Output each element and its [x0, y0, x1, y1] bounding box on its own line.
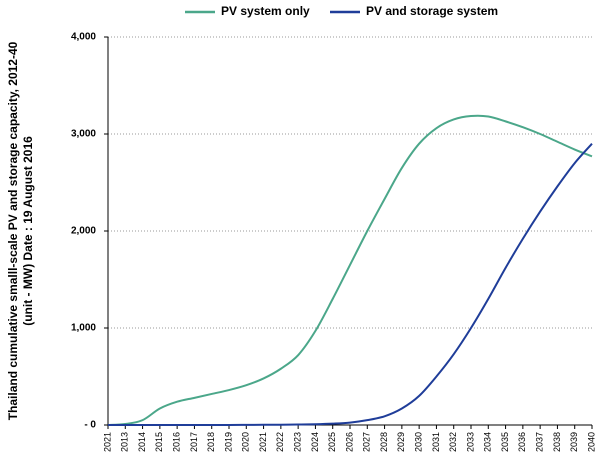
x-tick-label: 2033 [465, 432, 475, 452]
series-line [107, 143, 593, 427]
legend-label: PV system only [221, 4, 310, 18]
x-tick-label: 2016 [172, 432, 182, 452]
x-tick-label: 2030 [414, 432, 424, 452]
x-tick-label: 2021 [258, 432, 268, 452]
y-tick-label: 3,000 [71, 129, 96, 140]
y-axis-label: Thailand cumulative smalll-scale PV and … [6, 41, 20, 420]
x-tick-label: 2018 [206, 432, 216, 452]
x-tick-label: 2032 [448, 432, 458, 452]
x-tick-label: 2040 [586, 432, 596, 452]
x-tick-label: 2038 [552, 432, 562, 452]
x-tick-label: 2015 [154, 432, 164, 452]
x-tick-label: 2022 [275, 432, 285, 452]
x-tick-label: 2024 [310, 432, 320, 452]
x-tick-label: 2028 [379, 432, 389, 452]
x-tick-label: 2039 [569, 432, 579, 452]
x-tick-label: 2019 [223, 432, 233, 452]
x-tick-label: 2025 [327, 432, 337, 452]
x-tick-label: 2023 [293, 432, 303, 452]
x-tick-label: 2026 [344, 432, 354, 452]
x-tick-label: 2027 [362, 432, 372, 452]
x-tick-label: 2013 [120, 432, 130, 452]
series-line [107, 114, 593, 426]
x-tick-label: 2031 [431, 432, 441, 452]
x-tick-label: 2021 [102, 432, 112, 452]
y-tick-label: 2,000 [71, 226, 96, 237]
y-axis-label: (unit - MW) Date : 19 August 2016 [21, 136, 35, 326]
y-tick-label: 4,000 [71, 32, 96, 43]
x-tick-label: 2014 [137, 432, 147, 452]
x-tick-label: 2036 [517, 432, 527, 452]
y-tick-label: 1,000 [71, 323, 96, 334]
x-tick-label: 2035 [500, 432, 510, 452]
x-tick-label: 2029 [396, 432, 406, 452]
x-tick-label: 2017 [189, 432, 199, 452]
x-tick-label: 2037 [535, 432, 545, 452]
x-tick-label: 2020 [241, 432, 251, 452]
y-tick-label: - 0 [84, 420, 96, 431]
legend-label: PV and storage system [366, 4, 498, 18]
x-tick-label: 2034 [483, 432, 493, 452]
